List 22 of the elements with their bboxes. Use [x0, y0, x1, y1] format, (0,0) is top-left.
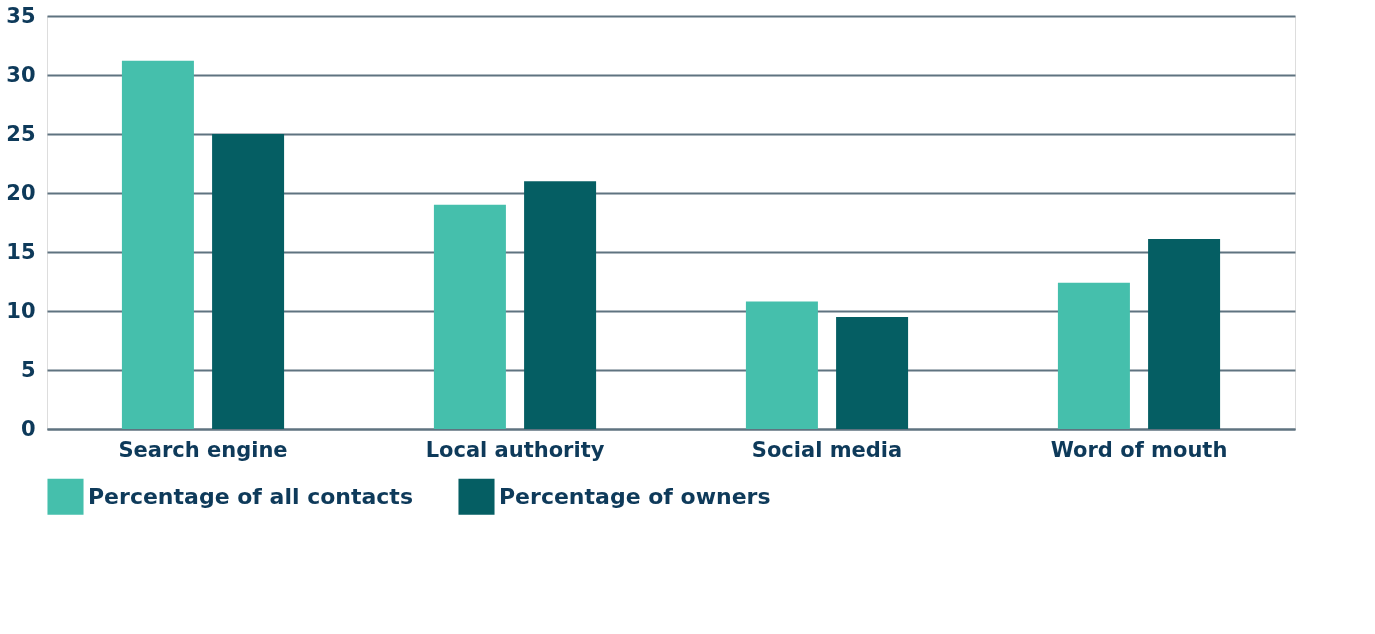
- x-tick-label: Social media: [751, 437, 903, 462]
- x-tick-label: Local authority: [425, 437, 605, 462]
- y-tick-label: 5: [20, 357, 36, 382]
- bar: [524, 181, 597, 429]
- y-tick-label: 0: [20, 416, 36, 441]
- y-tick-label: 20: [6, 180, 36, 205]
- y-tick-label: 35: [6, 3, 36, 28]
- legend-label: Percentage of all contacts: [88, 483, 413, 509]
- bar: [212, 134, 285, 429]
- bar: [121, 60, 194, 429]
- bar: [836, 316, 909, 429]
- y-tick-label: 15: [6, 239, 36, 264]
- y-tick-label: 10: [6, 298, 36, 323]
- legend-label: Percentage of owners: [499, 483, 771, 509]
- y-tick-label: 25: [6, 121, 36, 146]
- x-tick-label: Search engine: [118, 437, 288, 462]
- bar: [1148, 239, 1221, 429]
- x-tick-label: Word of mouth: [1050, 437, 1228, 462]
- bar: [745, 301, 818, 429]
- bar: [1057, 282, 1130, 429]
- bar: [433, 204, 506, 429]
- y-tick-label: 30: [6, 62, 36, 87]
